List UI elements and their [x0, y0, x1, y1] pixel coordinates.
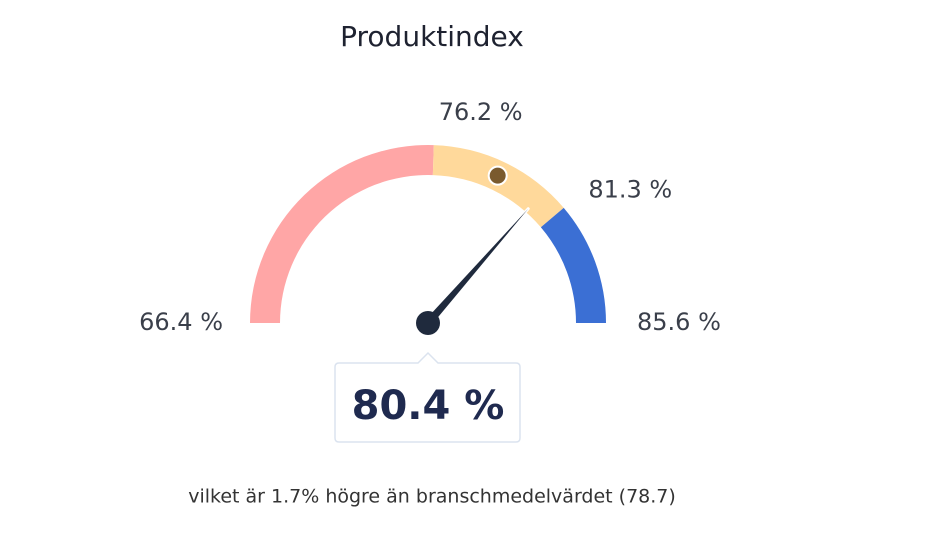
tick-label: 66.4 %	[139, 308, 223, 336]
value-box	[334, 351, 521, 443]
gauge-band	[250, 145, 434, 323]
tick-label: 85.6 %	[637, 308, 721, 336]
note: vilket är 1.7% högre än branschmedelvärd…	[188, 486, 676, 508]
needle-body	[424, 208, 529, 326]
tick-label: 81.3 %	[588, 175, 672, 203]
chart-title: Produktindex	[340, 20, 524, 53]
gauge-band	[432, 145, 564, 228]
tick-label: 76.2 %	[439, 98, 523, 126]
benchmark-marker	[487, 165, 508, 186]
gauge-band	[540, 207, 606, 323]
value-label: 80.4 %	[352, 383, 505, 429]
needle-hub	[416, 311, 440, 335]
